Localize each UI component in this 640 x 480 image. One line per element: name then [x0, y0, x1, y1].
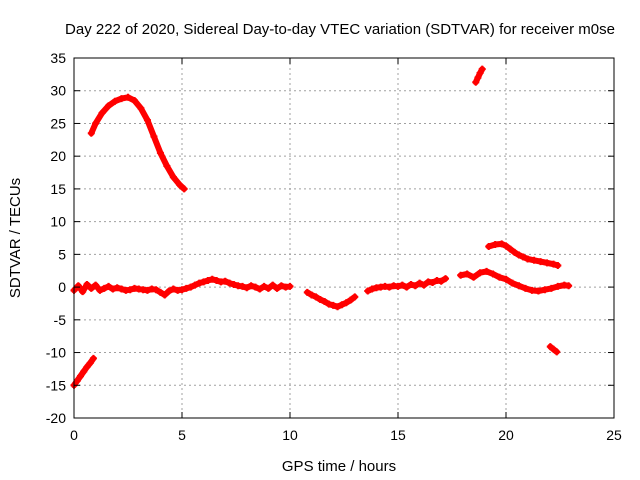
y-tick-label: -15: [46, 377, 66, 393]
y-tick-label: 30: [50, 83, 66, 99]
x-tick-labels: 0 5 10 15 20 25: [70, 427, 622, 443]
data-point: [442, 275, 450, 283]
series-arc-late-low: [546, 343, 561, 356]
chart-title: Day 222 of 2020, Sidereal Day-to-day VTE…: [65, 21, 615, 38]
series-band-evening: [457, 267, 573, 295]
y-tick-label: 20: [50, 148, 66, 164]
series-arc-late-high: [472, 65, 486, 86]
series-arc-high-morning: [87, 93, 188, 193]
data-point: [89, 354, 97, 362]
y-tick-labels: -20 -15 -10 -5 0 5 10 15 20 25 30 35: [46, 50, 66, 426]
y-tick-label: 35: [50, 50, 66, 66]
y-tick-label: 25: [50, 115, 66, 131]
grid: [74, 58, 614, 418]
series-baseline-early: [70, 275, 294, 299]
x-tick-label: 20: [498, 427, 514, 443]
series-baseline-afternoon: [364, 275, 450, 295]
y-tick-label: -10: [46, 345, 66, 361]
data-point: [565, 282, 573, 290]
series-arc-evening-upper: [485, 240, 562, 269]
x-tick-label: 5: [178, 427, 186, 443]
y-tick-label: -20: [46, 410, 66, 426]
data-point: [286, 282, 294, 290]
data-points: [70, 65, 573, 389]
y-tick-label: 0: [58, 279, 66, 295]
x-axis-title: GPS time / hours: [282, 458, 396, 475]
axis-ticks: [73, 57, 615, 419]
data-point: [351, 293, 359, 301]
x-tick-label: 25: [606, 427, 622, 443]
series-dip-midday: [303, 288, 359, 311]
x-tick-label: 15: [390, 427, 406, 443]
data-point: [554, 261, 562, 269]
data-point: [180, 185, 188, 193]
y-tick-label: 15: [50, 181, 66, 197]
series-arc-low-early: [70, 354, 97, 389]
data-point: [478, 65, 486, 73]
plot-frame: [73, 57, 615, 419]
data-point: [553, 348, 561, 356]
y-tick-label: -5: [54, 312, 67, 328]
y-tick-label: 5: [58, 246, 66, 262]
x-tick-label: 10: [282, 427, 298, 443]
y-axis-title: SDTVAR / TECUs: [7, 178, 24, 298]
y-tick-label: 10: [50, 214, 66, 230]
x-tick-label: 0: [70, 427, 78, 443]
